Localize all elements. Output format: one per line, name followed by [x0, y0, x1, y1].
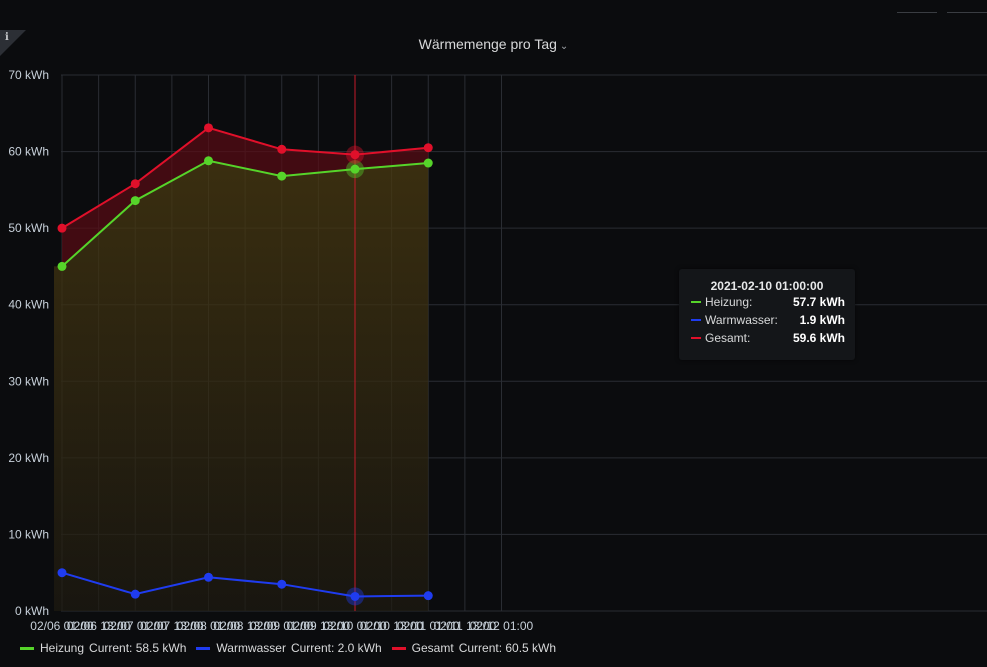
x-tick-label: 02/11 01:00: [397, 619, 460, 633]
data-point-warmwasser: [130, 589, 140, 599]
series-line-heizung: [61, 159, 429, 268]
legend-label: Gesamt: [411, 641, 454, 655]
x-tick-label: 02/12 01:00: [470, 619, 534, 633]
data-point-warmwasser: [204, 572, 213, 582]
data-point-warmwasser: [423, 591, 433, 601]
panel-title-menu[interactable]: Wärmemenge pro Tag ⌄: [0, 36, 987, 52]
legend-current: Current: 2.0 kWh: [290, 641, 382, 655]
series-swatch: [691, 337, 701, 339]
y-tick-label: 0 kWh: [15, 604, 49, 618]
series-swatch: [196, 646, 211, 650]
y-tick-label: 40 kWh: [8, 298, 49, 312]
data-point-gesamt: [277, 144, 287, 154]
series-swatch: [691, 301, 701, 303]
tooltip-value: 57.7 kWh: [792, 295, 845, 309]
tooltip-time: 2021-02-10 01:00:00: [710, 279, 824, 293]
x-tick-label: 02/07 01:00: [104, 619, 168, 633]
chevron-down-icon: ⌄: [559, 41, 569, 52]
data-point-heizung: [130, 196, 140, 206]
y-tick-label: 50 kWh: [8, 221, 49, 235]
data-point-gesamt: [57, 223, 67, 233]
series-swatch: [20, 646, 34, 650]
top-tab-indicators: [887, 0, 987, 13]
x-tick-label: 02/09 01:00: [250, 619, 314, 633]
tooltip-label: Gesamt:: [705, 331, 751, 345]
data-point-warmwasser: [350, 591, 360, 601]
tooltip-row: Warmwasser: 1.9 kWh: [679, 311, 855, 329]
tooltip-row: Gesamt: 59.6 kWh: [679, 329, 855, 347]
panel-title: Wärmemenge pro Tag: [418, 36, 557, 52]
x-tick-label: 02/06 13:00: [67, 619, 131, 633]
series-swatch: [691, 319, 701, 321]
data-point-gesamt: [350, 150, 360, 160]
x-tick-label: 02/09 13:00: [287, 619, 351, 633]
y-tick-label: 60 kWh: [8, 145, 49, 159]
tooltip-value: 59.6 kWh: [792, 331, 845, 345]
series-line-warmwasser: [61, 571, 429, 598]
data-point-heizung: [423, 158, 433, 168]
y-tick-label: 30 kWh: [8, 374, 49, 388]
y-tick-label: 10 kWh: [8, 527, 49, 541]
area-heizung: [54, 160, 429, 611]
area-gesamt: [62, 127, 429, 267]
y-tick-label: 70 kWh: [8, 68, 49, 82]
hover-tooltip: 2021-02-10 01:00:00 Heizung: 57.7 kWh Wa…: [679, 269, 855, 360]
data-point-heizung: [204, 156, 213, 166]
data-point-heizung: [350, 164, 360, 174]
tooltip-label: Warmwasser:: [705, 313, 778, 327]
legend-label: Warmwasser: [216, 641, 286, 655]
tooltip-row: Heizung: 57.7 kWh: [679, 293, 855, 311]
x-tick-label: 02/06 01:00: [30, 619, 94, 633]
data-point-gesamt: [204, 123, 213, 133]
x-tick-label: 02/11 13:00: [434, 619, 497, 633]
legend-item-warmwasser[interactable]: Warmwasser Current: 2.0 kWh: [196, 641, 382, 655]
series-line-gesamt: [61, 126, 429, 229]
legend: Heizung Current: 58.5 kWh Warmwasser Cur…: [20, 641, 556, 655]
legend-current: Current: 58.5 kWh: [89, 641, 187, 655]
series-swatch: [391, 646, 406, 650]
data-point-warmwasser: [277, 579, 287, 589]
data-point-gesamt: [130, 179, 140, 189]
data-point-heizung: [277, 171, 287, 181]
x-tick-label: 02/10 01:00: [323, 619, 387, 633]
legend-current: Current: 60.5 kWh: [458, 641, 557, 655]
x-tick-label: 02/08 13:00: [213, 619, 277, 633]
panel-info-corner[interactable]: [0, 30, 26, 56]
tooltip-value: 1.9 kWh: [799, 313, 845, 327]
x-tick-label: 02/08 01:00: [177, 619, 241, 633]
data-point-heizung: [57, 261, 67, 271]
x-tick-label: 02/07 13:00: [140, 619, 204, 633]
data-point-warmwasser: [57, 568, 67, 578]
legend-item-gesamt[interactable]: Gesamt Current: 60.5 kWh: [391, 641, 557, 655]
data-point-gesamt: [423, 143, 433, 153]
info-icon[interactable]: i: [5, 32, 9, 43]
legend-label: Heizung: [40, 641, 85, 655]
tooltip-label: Heizung:: [705, 295, 753, 309]
legend-item-heizung[interactable]: Heizung Current: 58.5 kWh: [20, 641, 186, 655]
x-tick-label: 02/10 13:00: [360, 619, 424, 633]
y-tick-label: 20 kWh: [8, 451, 49, 465]
